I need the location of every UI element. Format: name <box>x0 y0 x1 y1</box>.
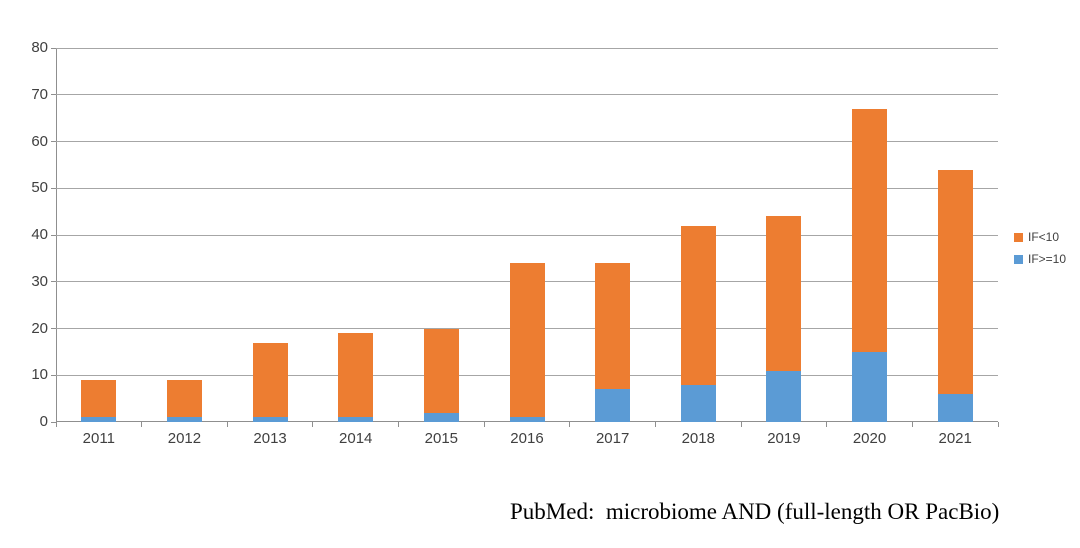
x-axis-label-2017: 2017 <box>595 430 630 447</box>
bar-segment-2014-if-lt-10 <box>338 333 374 418</box>
x-tick-6 <box>569 422 571 427</box>
y-axis-label-60: 60 <box>31 132 48 150</box>
x-tick-0 <box>55 422 57 427</box>
bar-segment-2016-if-ge-10 <box>509 417 545 422</box>
bar-segment-2021-if-ge-10 <box>937 393 973 422</box>
gridline-40 <box>56 234 998 236</box>
x-axis-label-2021: 2021 <box>938 430 972 447</box>
bar-segment-2019-if-lt-10 <box>766 216 802 371</box>
bar-segment-2011-if-ge-10 <box>81 417 117 422</box>
x-axis-label-2015: 2015 <box>424 430 459 447</box>
x-axis-label-2012: 2012 <box>167 430 202 447</box>
bar-segment-2021-if-lt-10 <box>937 169 973 394</box>
y-tick-70 <box>51 94 56 96</box>
y-tick-40 <box>51 234 56 236</box>
x-tick-5 <box>483 422 485 427</box>
y-tick-20 <box>51 328 56 329</box>
y-tick-30 <box>51 281 56 283</box>
bar-segment-2017-if-lt-10 <box>595 263 631 390</box>
bar-segment-2017-if-ge-10 <box>595 389 631 422</box>
x-tick-1 <box>141 422 143 427</box>
bar-segment-2018-if-lt-10 <box>680 225 716 385</box>
y-axis-label-50: 50 <box>31 179 48 197</box>
bar-segment-2018-if-ge-10 <box>680 384 716 422</box>
x-tick-2 <box>226 422 228 427</box>
legend: IF<10 IF>=10 <box>1014 226 1066 270</box>
gridline-60 <box>56 141 998 142</box>
gridline-50 <box>56 187 998 189</box>
bar-segment-2013-if-lt-10 <box>252 342 288 418</box>
bar-segment-2019-if-ge-10 <box>766 370 802 422</box>
x-axis-label-2011: 2011 <box>82 430 115 447</box>
chart-caption: PubMed: microbiome AND (full-length OR P… <box>510 499 1000 524</box>
bar-segment-2014-if-ge-10 <box>338 417 374 422</box>
y-tick-10 <box>51 374 56 376</box>
x-tick-9 <box>826 422 828 427</box>
bar-segment-2015-if-lt-10 <box>423 328 459 413</box>
y-axis-label-20: 20 <box>31 319 48 337</box>
legend-swatch-icon <box>1014 232 1023 242</box>
y-axis-label-40: 40 <box>31 226 48 243</box>
y-axis-label-30: 30 <box>31 272 48 290</box>
y-tick-80 <box>51 47 56 49</box>
legend-label: IF>=10 <box>1028 252 1067 266</box>
y-tick-50 <box>51 187 56 189</box>
x-tick-4 <box>398 422 400 427</box>
x-tick-8 <box>740 422 742 427</box>
legend-swatch-icon <box>1014 254 1023 264</box>
legend-row-if-lt-10: IF<10 <box>1014 226 1066 248</box>
x-tick-10 <box>911 422 913 427</box>
plot-area <box>51 47 999 427</box>
bar-segment-2012-if-ge-10 <box>166 417 202 422</box>
bar-segment-2012-if-lt-10 <box>166 379 202 418</box>
bar-segment-2011-if-lt-10 <box>81 379 117 418</box>
x-tick-3 <box>312 422 314 427</box>
x-axis-label-2016: 2016 <box>510 430 544 447</box>
y-axis-label-80: 80 <box>31 39 48 56</box>
y-tick-0 <box>51 421 56 423</box>
bar-segment-2015-if-ge-10 <box>423 412 459 422</box>
bar-segment-2020-if-lt-10 <box>852 108 888 352</box>
y-axis-label-10: 10 <box>31 366 48 384</box>
x-axis-label-2020: 2020 <box>852 430 887 447</box>
y-axis-label-0: 0 <box>39 413 48 430</box>
x-axis-label-2019: 2019 <box>767 430 801 447</box>
gridline-70 <box>56 94 998 96</box>
x-axis-label-2014: 2014 <box>339 430 373 447</box>
bar-segment-2016-if-lt-10 <box>509 263 545 418</box>
x-axis-label-2018: 2018 <box>681 430 715 447</box>
y-axis-label-70: 70 <box>31 85 48 103</box>
x-tick-7 <box>654 422 656 427</box>
legend-row-if-ge-10: IF>=10 <box>1014 248 1066 270</box>
legend-label: IF<10 <box>1028 230 1060 244</box>
x-axis-label-2013: 2013 <box>253 430 287 447</box>
gridline-80 <box>56 47 998 49</box>
bar-segment-2020-if-ge-10 <box>852 351 888 422</box>
x-tick-11 <box>997 422 999 427</box>
y-tick-60 <box>51 141 56 142</box>
bar-segment-2013-if-ge-10 <box>252 417 288 422</box>
